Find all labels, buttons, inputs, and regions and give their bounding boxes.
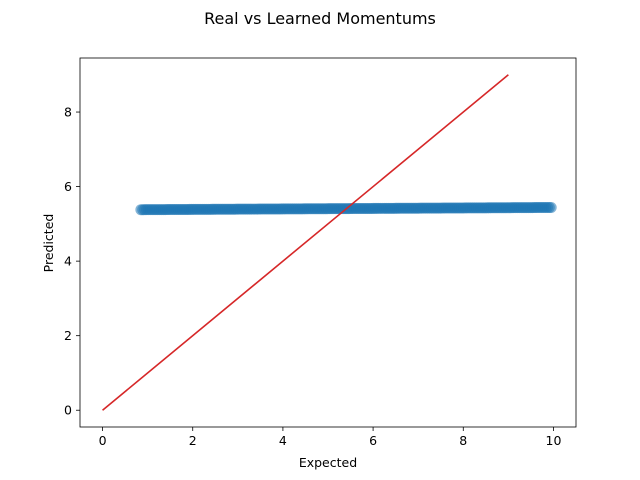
x-tick-label: 6 (369, 433, 377, 448)
x-tick-label: 0 (99, 433, 107, 448)
x-tick-label: 4 (279, 433, 287, 448)
y-tick-label: 4 (64, 254, 72, 269)
y-tick-label: 6 (64, 179, 72, 194)
y-axis-label: Predicted (41, 214, 56, 273)
y-tick-label: 2 (64, 328, 72, 343)
plot-frame (79, 57, 577, 428)
x-tick-label: 8 (459, 433, 467, 448)
plot-area (102, 74, 557, 411)
y-tick-label: 8 (64, 105, 72, 120)
x-tick-label: 10 (546, 433, 562, 448)
x-tick-label: 2 (189, 433, 197, 448)
chart-title: Real vs Learned Momentums (204, 9, 436, 28)
x-axis-label: Expected (299, 455, 357, 470)
reference-line (102, 74, 509, 411)
scatter-point (545, 201, 557, 213)
x-axis: 0 2 4 6 8 10 (99, 427, 562, 448)
y-axis: 0 2 4 6 8 (64, 105, 80, 418)
y-tick-label: 0 (64, 403, 72, 418)
